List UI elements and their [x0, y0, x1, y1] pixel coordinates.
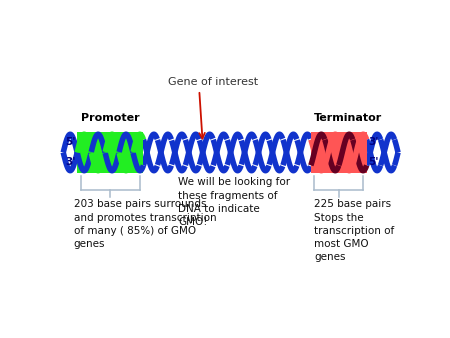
- Text: 3': 3': [369, 138, 379, 147]
- Text: Gene of interest: Gene of interest: [168, 77, 258, 88]
- Text: Promoter: Promoter: [81, 113, 140, 123]
- Text: 5': 5': [65, 138, 76, 147]
- Bar: [311, 131, 367, 173]
- Text: 203 base pairs surrounds
and promotes transcription
of many ( 85%) of GMO
genes: 203 base pairs surrounds and promotes tr…: [74, 199, 216, 249]
- Text: We will be looking for
these fragments of
DNA to indicate
GMO!: We will be looking for these fragments o…: [178, 177, 290, 227]
- Text: 3': 3': [65, 158, 76, 168]
- Text: 225 base pairs
Stops the
transcription of
most GMO
genes: 225 base pairs Stops the transcription o…: [314, 199, 395, 262]
- Text: Terminator: Terminator: [314, 113, 382, 123]
- Text: 5': 5': [369, 158, 379, 168]
- Bar: [77, 131, 144, 173]
